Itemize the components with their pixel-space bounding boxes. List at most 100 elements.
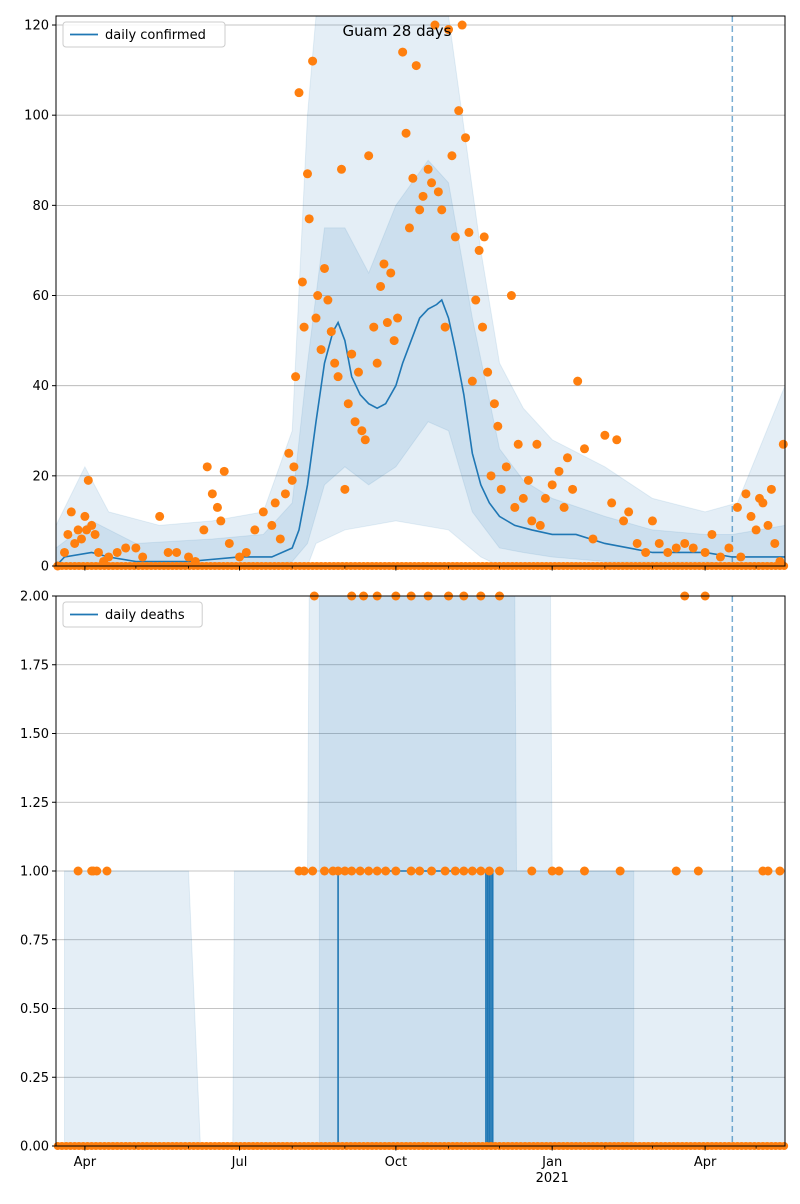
data-point [350,417,360,427]
data-point [212,502,222,512]
data-point [535,520,545,530]
scatter-points [73,591,785,876]
data-point [347,866,357,876]
data-point [357,426,367,436]
data-point [770,538,780,548]
data-point [513,439,523,449]
data-point [579,444,589,454]
data-point [163,547,173,557]
data-point [751,525,761,535]
data-point [450,232,460,242]
data-point [467,376,477,386]
data-point [343,399,353,409]
data-point [484,866,494,876]
data-point [92,866,102,876]
data-point [219,466,229,476]
data-point [258,507,268,517]
data-point [486,471,496,481]
data-point [607,498,617,508]
data-point [267,520,277,530]
data-point [80,511,90,521]
data-point [775,866,785,876]
data-point [289,462,299,472]
x-tick-year-label: 2021 [536,1171,569,1186]
data-point [382,318,392,328]
data-point [489,399,499,409]
x-tick-label: Apr [74,1155,97,1170]
plot-background [56,16,785,566]
data-point [313,291,323,301]
data-point [493,421,503,431]
data-point [437,205,447,215]
data-point [389,336,399,346]
data-point [381,866,391,876]
y-tick-label: 100 [24,109,49,124]
y-tick-label: 60 [32,289,49,304]
data-point [364,866,374,876]
data-point [464,227,474,237]
data-point [540,493,550,503]
y-tick-label: 20 [32,469,49,484]
data-point [304,214,314,224]
data-point [479,232,489,242]
data-point [250,525,260,535]
data-point [138,552,148,562]
data-point [83,475,93,485]
data-point [671,866,681,876]
data-point [376,281,386,291]
data-point [612,435,622,445]
chart-title: Guam 28 days [343,22,452,40]
data-point [476,866,486,876]
data-point [532,439,542,449]
data-point [73,525,83,535]
data-point [483,367,493,377]
y-tick-label: 1.00 [20,865,49,880]
data-point [372,358,382,368]
data-point [353,367,363,377]
data-point [562,453,572,463]
data-point [93,547,103,557]
data-point [280,489,290,499]
data-point [506,291,516,301]
data-point [172,547,182,557]
data-point [527,516,537,526]
data-point [495,866,505,876]
uncertainty-band [56,159,785,566]
data-point [454,106,464,116]
data-point [202,462,212,472]
x-tick-label: Jan [541,1155,562,1170]
data-point [216,516,226,526]
y-tick-label: 120 [24,19,49,34]
data-point [527,866,537,876]
data-point [364,151,374,161]
data-point [758,498,768,508]
chart-daily-confirmed: 0 20 40 60 80 100 120 daily confirmed [24,15,789,575]
data-point [326,327,336,337]
data-point [518,493,528,503]
data-point [647,516,657,526]
data-point [447,151,457,161]
data-point [241,547,251,557]
data-point [340,484,350,494]
y-tick-label: 40 [32,379,49,394]
data-point [104,552,114,562]
data-point [404,223,414,233]
data-point [423,164,433,174]
data-point [63,529,73,539]
data-point [308,56,318,66]
data-point [715,552,725,562]
data-point [427,178,437,188]
data-point [360,435,370,445]
data-point [398,47,408,57]
data-point [333,866,343,876]
data-point [90,529,100,539]
data-point [496,484,506,494]
data-point [70,538,80,548]
data-point [73,866,83,876]
data-point [299,866,309,876]
data-point [302,169,312,179]
data-point [87,520,97,530]
data-point [554,866,564,876]
